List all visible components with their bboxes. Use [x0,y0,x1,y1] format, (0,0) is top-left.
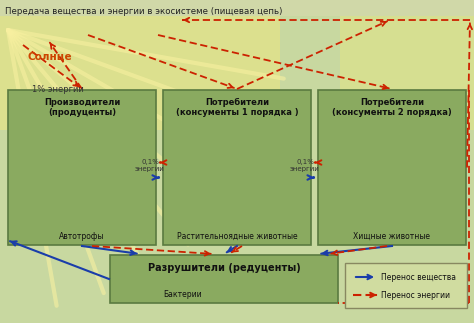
Text: 1% энергии: 1% энергии [32,85,84,94]
Text: Перенос вещества: Перенос вещества [381,273,456,282]
Text: Потребители
(консументы 1 порядка ): Потребители (консументы 1 порядка ) [176,98,298,118]
Bar [318,90,466,245]
Bar [110,255,338,303]
Text: Передача вещества и энергии в экосистеме (пищевая цепь): Передача вещества и энергии в экосистеме… [5,6,283,16]
Polygon shape [340,15,474,130]
Bar [0,0,474,16]
Text: Перенос энергии: Перенос энергии [381,290,450,299]
Text: Производители
(продуценты): Производители (продуценты) [44,98,120,117]
Text: Бактерии: Бактерии [164,290,202,299]
Text: Автотрофы: Автотрофы [59,232,105,241]
Bar [8,90,156,245]
Bar [163,90,311,245]
Bar [345,263,467,308]
Polygon shape [0,15,280,130]
Text: 0,1%
энергии: 0,1% энергии [135,159,165,172]
Text: Потребители
(консументы 2 порядка): Потребители (консументы 2 порядка) [332,98,452,118]
Text: Хищные животные: Хищные животные [354,232,430,241]
Text: Разрушители (редуценты): Разрушители (редуценты) [147,263,301,273]
Text: Солнце: Солнце [28,52,73,62]
Text: 0,1%
энергии: 0,1% энергии [290,159,320,172]
Text: Растительноядные животные: Растительноядные животные [177,232,297,241]
